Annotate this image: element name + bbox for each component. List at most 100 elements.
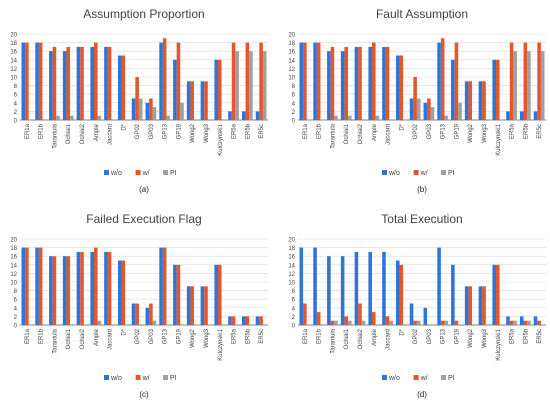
x-tick-label: ER5b bbox=[245, 328, 251, 344]
x-tick-label: GP13 bbox=[441, 123, 447, 139]
x-tick-label: ER1a bbox=[25, 328, 31, 344]
bar-wo-wong3 bbox=[478, 286, 483, 325]
bar-wo-ochiai1 bbox=[62, 256, 67, 325]
bar-pi-gp03 bbox=[152, 107, 157, 120]
bar-pi-gp02 bbox=[416, 320, 421, 325]
bar-w-wong2 bbox=[468, 286, 473, 325]
bar-w-er5b bbox=[245, 42, 250, 120]
bar-wo-ochiai1 bbox=[340, 51, 345, 121]
bar-w-er1b bbox=[38, 42, 43, 120]
bar-w-ochiai2 bbox=[358, 303, 362, 325]
x-tick-label: ER5c bbox=[537, 124, 543, 139]
chart-panel-2: Fault Assumption 0 2 4 6 8 10 12 14 16 18 20 ER1a ER1… bbox=[288, 7, 546, 194]
bar-pi-er5c bbox=[262, 51, 267, 121]
bar-pi-ample bbox=[97, 320, 102, 325]
bar-wo-jaccard bbox=[104, 251, 108, 325]
x-tick-label: Ample bbox=[372, 328, 378, 346]
y-tick-label: 2 bbox=[292, 315, 296, 321]
bar-wo-er5b bbox=[241, 316, 246, 325]
bar-wo-er5a bbox=[228, 111, 232, 120]
bar-wo-er5c bbox=[255, 111, 260, 120]
bar-pi-gp19 bbox=[180, 102, 184, 120]
bar-wo-wong2 bbox=[464, 286, 469, 325]
bar-pi-ochiai2 bbox=[361, 320, 366, 325]
bar-w-ochiai1 bbox=[66, 46, 71, 120]
legend-label-wo: w/o bbox=[388, 170, 400, 177]
bar-wo-tarantula bbox=[327, 256, 331, 325]
bar-w-gp13 bbox=[440, 320, 445, 325]
y-tick-label: 18 bbox=[288, 246, 295, 252]
x-tick-label: Wong3 bbox=[204, 328, 210, 348]
x-tick-label: Ample bbox=[94, 328, 100, 346]
bar-pi-tarantula bbox=[56, 115, 60, 120]
chart-title: Assumption Proportion bbox=[83, 7, 204, 21]
bar-wo-ample bbox=[90, 251, 94, 325]
bar-w-wong2 bbox=[190, 81, 195, 120]
bar-w-kulczynski1 bbox=[495, 264, 500, 325]
bar-wo-gp19 bbox=[173, 264, 177, 325]
bar-wo-er5a bbox=[228, 316, 232, 325]
legend-label-wo: w/o bbox=[110, 375, 122, 382]
x-tick-label: D* bbox=[121, 123, 127, 130]
bar-wo-wong2 bbox=[186, 286, 191, 325]
bar-wo-jaccard bbox=[104, 46, 108, 120]
bar-w-wong3 bbox=[204, 81, 208, 120]
bar-wo-er5a bbox=[506, 111, 510, 120]
bar-wo-d* bbox=[395, 260, 400, 325]
x-tick-label: Jaccard bbox=[386, 124, 392, 145]
bar-pi-er5b bbox=[527, 51, 531, 121]
legend-label-w: w/ bbox=[142, 375, 150, 382]
bar-wo-er1a bbox=[21, 247, 26, 325]
y-tick-label: 4 bbox=[292, 101, 296, 107]
bar-wo-er5c bbox=[255, 316, 260, 325]
legend: w/o w/PI bbox=[104, 170, 177, 177]
bar-wo-gp02 bbox=[409, 303, 414, 325]
bar-wo-er5b bbox=[519, 111, 524, 120]
chart-title: Failed Execution Flag bbox=[86, 212, 201, 226]
bar-w-jaccard bbox=[385, 46, 390, 120]
x-tick-label: GP03 bbox=[427, 123, 433, 139]
bar-w-gp02 bbox=[413, 320, 417, 325]
x-tick-label: Ochiai2 bbox=[358, 328, 364, 349]
y-tick-label: 6 bbox=[292, 298, 296, 304]
y-tick-label: 20 bbox=[288, 33, 295, 39]
x-tick-label: GP19 bbox=[176, 123, 182, 139]
bar-w-ochiai1 bbox=[344, 316, 349, 325]
x-tick-label: ER1b bbox=[39, 123, 45, 139]
x-tick-label: ER5a bbox=[232, 123, 238, 139]
x-tick-label: Tarantula bbox=[330, 123, 336, 148]
legend-label-wo: w/o bbox=[110, 170, 122, 177]
x-tick-label: GP03 bbox=[427, 328, 433, 344]
y-tick-label: 6 bbox=[14, 93, 18, 99]
y-tick-label: 18 bbox=[10, 246, 17, 252]
x-tick-label: ER1b bbox=[317, 328, 323, 344]
bar-wo-er1b bbox=[313, 42, 317, 120]
x-tick-label: Wong2 bbox=[468, 123, 474, 143]
x-tick-label: GP13 bbox=[163, 123, 169, 139]
y-tick-label: 18 bbox=[10, 41, 17, 47]
y-tick-label: 16 bbox=[10, 255, 17, 261]
y-tick-label: 2 bbox=[14, 110, 18, 116]
y-tick-label: 10 bbox=[10, 76, 17, 82]
bar-w-er1a bbox=[303, 42, 307, 120]
x-tick-label: ER5c bbox=[259, 329, 265, 344]
legend-swatch-wo bbox=[382, 170, 387, 175]
y-tick-label: 14 bbox=[288, 58, 295, 64]
x-tick-label: D* bbox=[399, 328, 405, 335]
legend: w/o w/PI bbox=[104, 375, 177, 382]
y-tick-label: 12 bbox=[10, 67, 17, 73]
panel-caption: (d) bbox=[417, 390, 427, 399]
chart-title: Fault Assumption bbox=[376, 7, 468, 21]
bar-w-gp02 bbox=[135, 77, 139, 120]
bar-wo-tarantula bbox=[327, 51, 331, 121]
bar-w-wong3 bbox=[482, 286, 486, 325]
bar-w-gp03 bbox=[149, 98, 153, 120]
bar-w-er5c bbox=[537, 320, 541, 325]
y-tick-label: 6 bbox=[292, 93, 296, 99]
bar-w-er1b bbox=[38, 247, 43, 325]
legend-swatch-pi bbox=[441, 375, 446, 380]
bar-w-kulczynski1 bbox=[495, 59, 500, 120]
bar-wo-er1b bbox=[35, 42, 39, 120]
y-tick-label: 10 bbox=[288, 76, 295, 82]
chart-panel-1: Assumption Proportion 0 2 4 6 8 10 12 14 16 18 20 ER… bbox=[10, 7, 268, 194]
